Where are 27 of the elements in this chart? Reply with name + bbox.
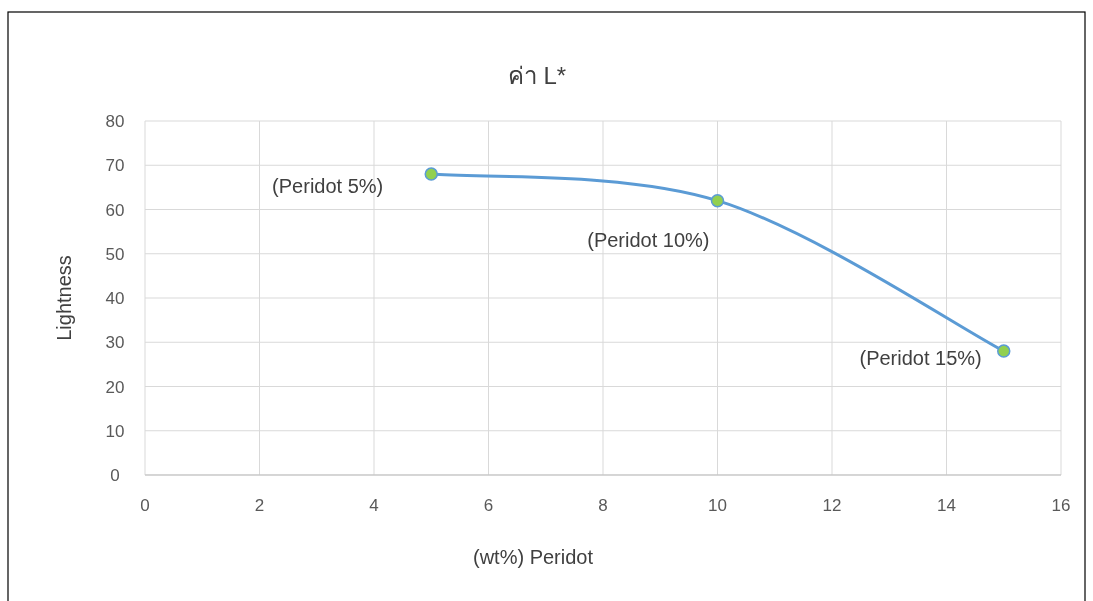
x-tick-label: 0: [140, 496, 150, 515]
x-tick-label: 12: [822, 496, 842, 515]
x-axis-title: (wt%) Peridot: [472, 546, 594, 568]
point: [424, 167, 438, 181]
x-tick-label: 16: [1051, 496, 1071, 515]
point: [997, 344, 1011, 358]
y-axis-title: Lightness: [53, 255, 75, 341]
x-tick-label: 6: [483, 496, 494, 515]
x-tick-label: 14: [937, 496, 956, 515]
x-tick-label: 8: [598, 496, 608, 515]
y-tick-label: 30: [105, 333, 125, 353]
annotation: (Peridot 15%): [859, 347, 982, 370]
y-tick-label: 50: [105, 244, 125, 264]
x-tick-label: 4: [369, 496, 379, 515]
point: [710, 193, 725, 208]
x-tick-label: 10: [708, 496, 727, 515]
annotation: (Peridot 5%): [272, 175, 384, 198]
chart-title: ค่า L*: [507, 62, 567, 89]
y-tick-label: 80: [105, 112, 125, 131]
y-tick-label: 40: [105, 289, 125, 308]
annotation: (Peridot 10%): [587, 228, 710, 251]
y-tick-label: 60: [105, 200, 125, 220]
y-tick-label: 0: [110, 466, 120, 485]
y-tick-label: 20: [105, 377, 125, 397]
y-tick-label: 10: [105, 421, 125, 441]
y-tick-label: 70: [105, 156, 125, 176]
x-tick-label: 2: [254, 496, 265, 515]
